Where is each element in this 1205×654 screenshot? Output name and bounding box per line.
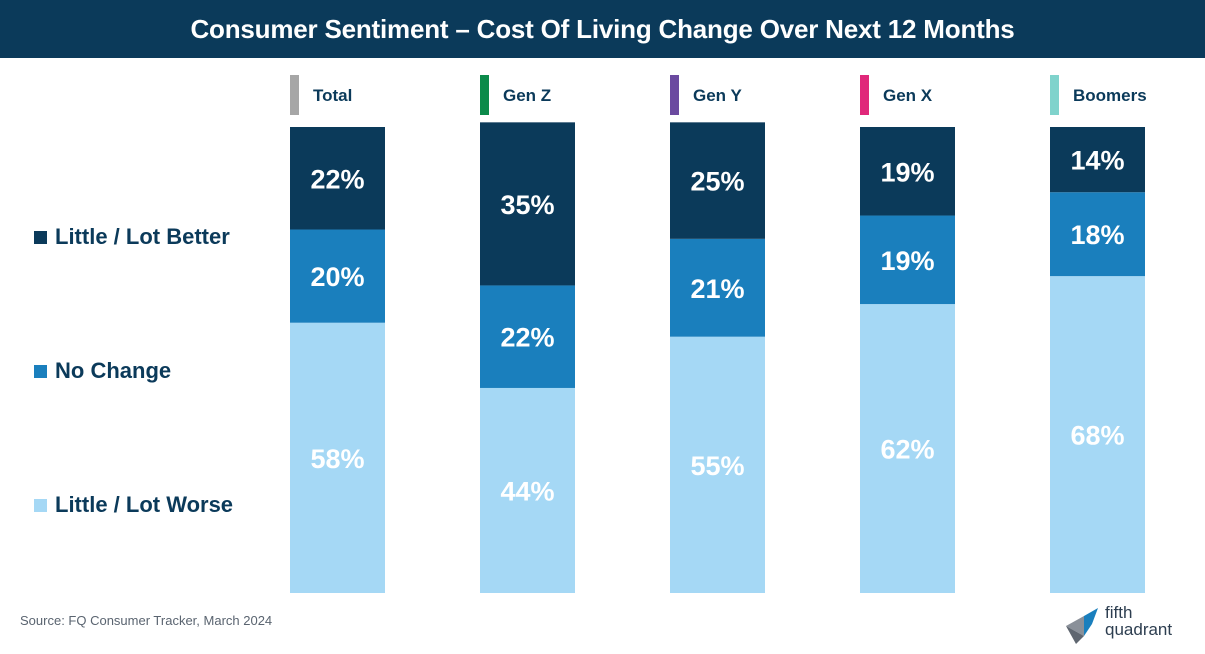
bar-segment xyxy=(670,336,765,593)
legend-label-better: Little / Lot Better xyxy=(55,224,230,249)
category-marker xyxy=(1050,75,1059,115)
bar-segment xyxy=(290,322,385,593)
bar-data-label: 14% xyxy=(1070,146,1124,176)
legend-swatch-no-change xyxy=(34,364,47,378)
bar-segment xyxy=(1050,192,1145,277)
logo-text-fifth: fifth xyxy=(1105,603,1133,622)
bar-data-label: 58% xyxy=(310,444,364,474)
bar-data-label: 44% xyxy=(500,476,554,506)
legend-item-worse: Little / Lot Worse xyxy=(34,492,233,518)
bar-segment xyxy=(1050,127,1145,193)
bar-segment xyxy=(480,122,575,286)
bar-data-label: 22% xyxy=(310,164,364,194)
fifth-quadrant-logo: fifth quadrant xyxy=(1062,602,1180,646)
category-label: Boomers xyxy=(1073,86,1147,105)
bar-data-label: 19% xyxy=(880,157,934,187)
legend-swatch-better xyxy=(34,230,47,244)
legend-item-no-change: No Change xyxy=(34,358,171,384)
category-marker xyxy=(670,75,679,115)
bar-segment xyxy=(290,229,385,323)
bar-segment xyxy=(860,127,955,216)
bar-segment xyxy=(860,304,955,593)
bar-data-label: 55% xyxy=(690,451,744,481)
legend-swatch-worse xyxy=(34,498,47,512)
bar-segment xyxy=(1050,276,1145,593)
bar-data-label: 35% xyxy=(500,190,554,220)
legend-item-better: Little / Lot Better xyxy=(34,224,230,250)
bar-segment xyxy=(290,127,385,230)
bar-segment xyxy=(860,215,955,305)
bar-data-label: 19% xyxy=(880,246,934,276)
category-marker xyxy=(480,75,489,115)
bar-data-label: 62% xyxy=(880,435,934,465)
bar-segment xyxy=(480,285,575,388)
bar-segment xyxy=(670,238,765,337)
category-label: Gen Y xyxy=(693,86,742,105)
logo-mark-icon xyxy=(1066,608,1098,644)
category-label: Gen Z xyxy=(503,86,551,105)
category-marker xyxy=(860,75,869,115)
bar-data-label: 68% xyxy=(1070,421,1124,451)
category-label: Total xyxy=(313,86,352,105)
category-label: Gen X xyxy=(883,86,933,105)
legend-label-no-change: No Change xyxy=(55,358,172,383)
bar-data-label: 25% xyxy=(690,167,744,197)
bar-segment xyxy=(480,387,575,593)
chart-title: Consumer Sentiment – Cost Of Living Chan… xyxy=(0,0,1205,58)
bar-segment xyxy=(670,122,765,239)
bar-data-label: 21% xyxy=(690,274,744,304)
category-marker xyxy=(290,75,299,115)
source-note: Source: FQ Consumer Tracker, March 2024 xyxy=(20,613,273,628)
bar-data-label: 20% xyxy=(310,262,364,292)
logo-text-quadrant: quadrant xyxy=(1105,620,1173,639)
bar-data-label: 18% xyxy=(1070,220,1124,250)
legend-label-worse: Little / Lot Worse xyxy=(55,492,234,517)
bar-data-label: 22% xyxy=(500,323,554,353)
